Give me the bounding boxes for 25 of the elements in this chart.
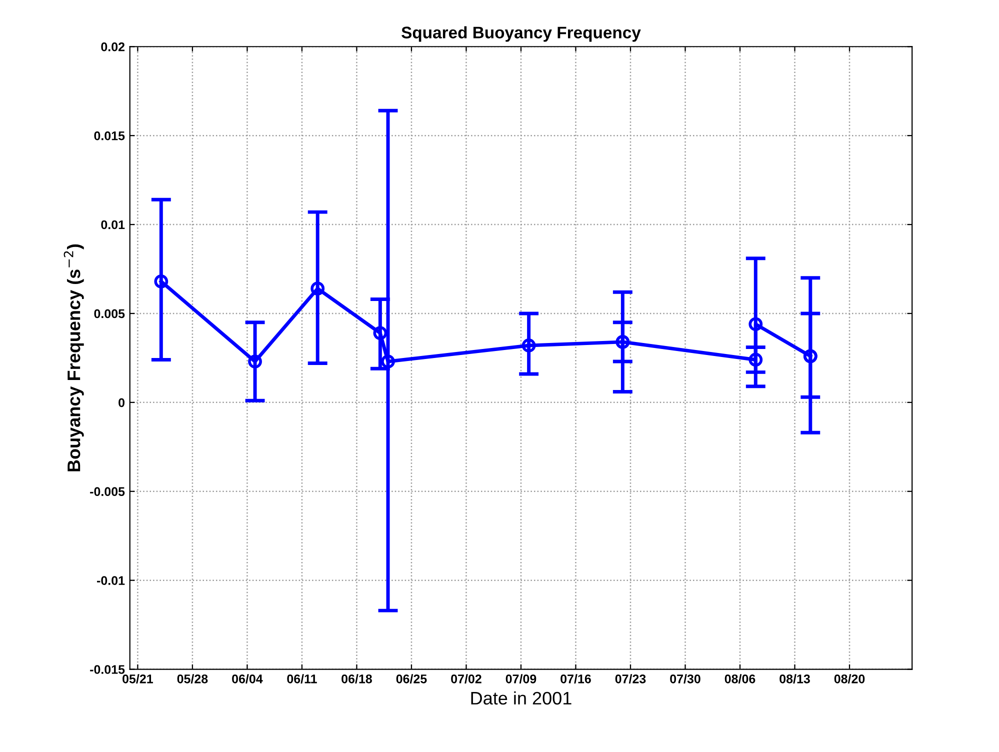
- y-tick-label: 0.02: [101, 42, 125, 52]
- y-axis-title: Bouyancy Frequency (s$^{−2}$): [64, 244, 84, 472]
- x-tick-label: 06/25: [396, 674, 427, 684]
- x-tick-label: 07/16: [560, 674, 591, 684]
- x-tick-label: 06/11: [287, 674, 317, 684]
- x-tick-label: 06/04: [232, 674, 263, 684]
- x-tick-label: 08/20: [834, 674, 865, 684]
- x-tick-label: 08/13: [780, 674, 810, 684]
- x-tick-label: 05/28: [177, 674, 208, 684]
- y-tick-label: 0.015: [94, 131, 125, 140]
- y-tick-label: 0.01: [101, 220, 125, 230]
- x-tick-label: 07/09: [506, 674, 536, 684]
- x-tick-label: 08/06: [724, 674, 756, 684]
- x-tick-label: 07/30: [670, 674, 700, 684]
- x-tick-label: 07/23: [615, 674, 646, 684]
- y-tick-label: -0.005: [90, 487, 125, 496]
- x-tick-label: 07/02: [451, 674, 482, 684]
- y-tick-label: 0.005: [94, 309, 125, 318]
- chart-title: Squared Buoyancy Frequency: [402, 26, 641, 42]
- y-tick-label: 0: [118, 398, 124, 408]
- y-tick-label: -0.01: [97, 576, 125, 585]
- x-axis-title: Date in 2001: [471, 691, 572, 705]
- x-tick-label: 05/21: [122, 674, 153, 684]
- y-tick-label: -0.015: [90, 665, 125, 674]
- x-tick-label: 06/18: [342, 674, 372, 684]
